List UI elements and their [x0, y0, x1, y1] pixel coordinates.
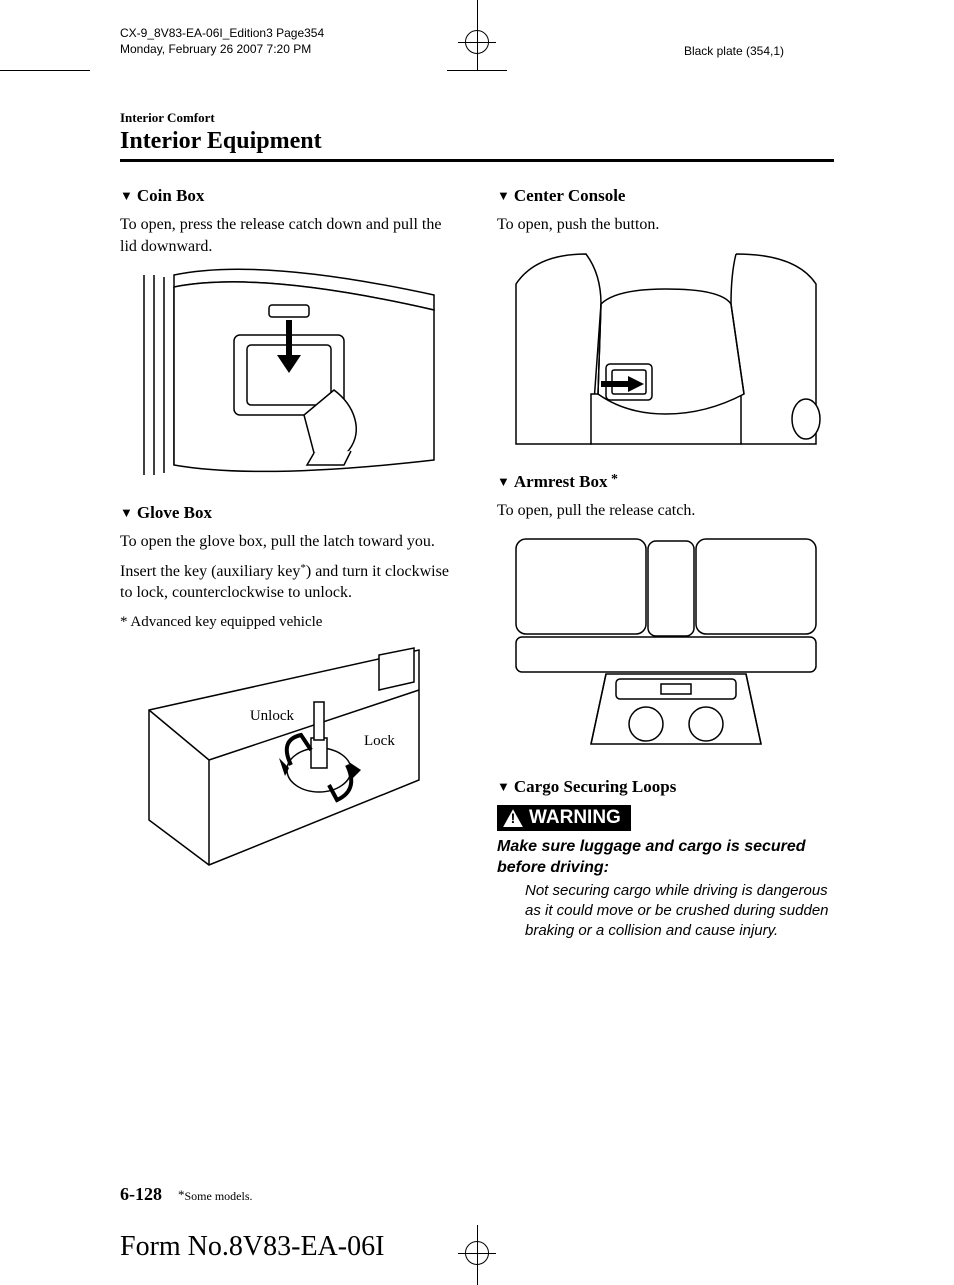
asterisk-icon: *	[608, 472, 619, 487]
crop-mark	[447, 70, 507, 71]
heading-cargo-loops: ▼ Cargo Securing Loops	[497, 777, 834, 797]
plate-label: Black plate (354,1)	[684, 44, 784, 58]
glove-text-1: To open the glove box, pull the latch to…	[120, 531, 457, 553]
form-number: Form No.8V83-EA-06I	[120, 1231, 384, 1263]
right-column: ▼ Center Console To open, push the button…	[497, 186, 834, 942]
heading-text: Armrest Box	[514, 472, 608, 491]
label-unlock: Unlock	[249, 708, 294, 724]
warning-title: Make sure luggage and cargo is secured b…	[497, 837, 834, 879]
print-header: CX-9_8V83-EA-06I_Edition3 Page354 Monday…	[120, 26, 324, 57]
warning-label: ! WARNING	[497, 805, 631, 831]
warning-body: Not securing cargo while driving is dang…	[525, 881, 834, 942]
page-footer: 6-128 *Some models.	[120, 1184, 253, 1205]
heading-text: Coin Box	[137, 186, 205, 205]
heading-text: Cargo Securing Loops	[514, 777, 676, 796]
breadcrumb: Interior Comfort	[120, 110, 834, 126]
coin-box-text: To open, press the release catch down an…	[120, 214, 457, 257]
doc-date: Monday, February 26 2007 7:20 PM	[120, 42, 324, 58]
armrest-text: To open, pull the release catch.	[497, 500, 834, 522]
figure-center-console	[497, 244, 834, 454]
figure-glove-box: Unlock Lock	[120, 640, 457, 870]
heading-text: Center Console	[514, 186, 626, 205]
triangle-icon: ▼	[120, 188, 133, 203]
page-title: Interior Equipment	[120, 128, 834, 162]
warning-label-text: WARNING	[529, 807, 621, 829]
figure-coin-box	[120, 265, 457, 485]
doc-id: CX-9_8V83-EA-06I_Edition3 Page354	[120, 26, 324, 42]
glove-text-2: Insert the key (auxiliary key*) and turn…	[120, 561, 457, 604]
triangle-icon: ▼	[497, 779, 510, 794]
center-console-text: To open, push the button.	[497, 214, 834, 236]
registration-mark-icon	[465, 1241, 489, 1265]
triangle-icon: ▼	[497, 474, 510, 489]
warning-triangle-icon: !	[503, 809, 523, 827]
figure-armrest-box	[497, 529, 834, 759]
glove-footnote: * Advanced key equipped vehicle	[120, 612, 457, 632]
page-number: 6-128	[120, 1184, 162, 1205]
heading-coin-box: ▼ Coin Box	[120, 186, 457, 206]
label-lock: Lock	[364, 733, 395, 749]
triangle-icon: ▼	[120, 505, 133, 520]
heading-glove-box: ▼ Glove Box	[120, 503, 457, 523]
heading-center-console: ▼ Center Console	[497, 186, 834, 206]
left-column: ▼ Coin Box To open, press the release cat…	[120, 186, 457, 942]
registration-mark-icon	[465, 30, 489, 54]
warning-box: ! WARNING Make sure luggage and cargo is…	[497, 805, 834, 941]
crop-mark	[0, 70, 90, 71]
triangle-icon: ▼	[497, 188, 510, 203]
heading-text: Glove Box	[137, 503, 212, 522]
heading-armrest-box: ▼ Armrest Box *	[497, 472, 834, 492]
some-models-note: *Some models.	[178, 1187, 253, 1204]
